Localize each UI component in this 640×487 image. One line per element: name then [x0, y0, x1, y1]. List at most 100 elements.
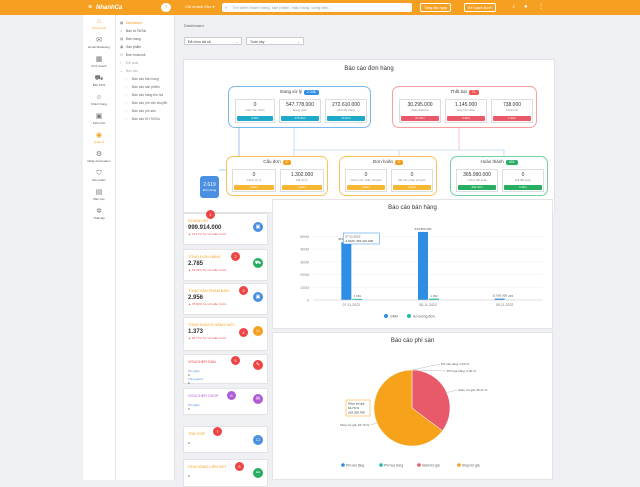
pie-label: Phí hoa hồng: 0,00 % — [447, 369, 476, 373]
sidebar-item-business[interactable]: ▦Kinh doanh — [83, 53, 115, 72]
fee-chart: Phí nền tảng: 0,00 % Phí hoa hồng: 0,00 %… — [273, 333, 554, 481]
sidebar-item-label: Sản phẩm — [92, 178, 106, 182]
submenu-label: Báo cáo hàng thu hồi — [132, 93, 163, 97]
more-icon[interactable]: ⋮ — [538, 4, 544, 11]
kpi-value: 999.914.000 — [188, 225, 221, 231]
sidebar-item-pos[interactable]: ⛟Bán POS — [83, 72, 115, 91]
kpi-number-badge: 8 — [235, 462, 244, 471]
upgrade-button[interactable]: Tăng tiếp ngay — [420, 3, 451, 12]
stat-count: 492 đơn — [458, 185, 496, 190]
breadcrumb: Dashboard — [184, 23, 204, 28]
stat-label: Chưa xác nhận chuyển — [346, 178, 386, 182]
submenu-tiktok[interactable]: ♫Bán từ TikTok — [116, 27, 174, 35]
submenu-group-reports[interactable]: ⌄Báo cáo — [116, 67, 174, 75]
sidebar-item-label: Email Marketing — [88, 45, 110, 49]
stat-label: Chờ xác nhận — [236, 108, 274, 112]
stat-count: 0 đơn — [234, 185, 274, 190]
sidebar-item-manage[interactable]: ◉Quản lý — [83, 129, 115, 148]
voucher-shop-card[interactable]: 6 VOUCHER SHOP Phí giảm 0 ✉ — [183, 388, 268, 415]
kpi-card-customers[interactable]: 4 TỔNG KHÁCH HÀNG MỚI 1.373 ▲ 68.77% So … — [183, 317, 268, 351]
sidebar-item-label: Thiết lập — [93, 216, 105, 220]
sidebar-item-automation[interactable]: ⚙Nhập Automation — [83, 148, 115, 167]
submenu-report-shipping[interactable]: ▫Báo cáo phí vận chuyển — [116, 99, 174, 107]
submenu-report-fees[interactable]: ▫Báo cáo phí sàn — [116, 107, 174, 115]
stat-count: 0 đơn — [347, 185, 385, 190]
voucher-platform-card[interactable]: 5 VOUCHER SÀN Phí giảm 0 Tổng giá trị 0 … — [183, 354, 268, 384]
submenu-products[interactable]: ▣Sản phẩm — [116, 43, 174, 51]
x-tick-label: 08-11-2022 — [419, 303, 437, 307]
submenu-group-reconcile[interactable]: ›Đối soát — [116, 59, 174, 67]
stat-label: Chờ lấy hàng — [326, 108, 366, 112]
kpi-number-badge: 7 — [213, 427, 222, 436]
sidebar-item-email[interactable]: ✉Email Marketing — [83, 34, 115, 53]
stat-count: 70 đơn — [327, 116, 365, 121]
kpi-change: ▲ 40.25% So với tuần trước — [188, 268, 226, 272]
sidebar-item-reports[interactable]: ▤Báo cáo — [83, 186, 115, 205]
sidebar-item-settings[interactable]: ✲Thiết lập — [83, 205, 115, 224]
shop-filter-select[interactable]: Đã chọn tất cả⌄ — [184, 37, 242, 45]
count-data-label: 215 — [508, 294, 513, 298]
submenu-returns[interactable]: ↺Đơn hoàn trả — [116, 51, 174, 59]
sidebar-item-customers[interactable]: ☺Khách hàng — [83, 91, 115, 110]
delayed-badge: 0 — [395, 160, 403, 165]
submenu-dashboard[interactable]: ▦Dashboard — [116, 19, 174, 27]
box-icon: ▣ — [83, 112, 115, 121]
orders-report-panel: Báo cáo đơn hàng 2.619 Đơn hàng Đang xử … — [183, 59, 555, 213]
sidebar-item-products[interactable]: ⛉Sản phẩm — [83, 167, 115, 186]
legend-label: Giảm trợ giá — [422, 463, 440, 467]
sidebar-item-overview[interactable]: ⌂Tổng quan — [83, 15, 115, 34]
submenu-orders[interactable]: ▤Đơn hàng — [116, 35, 174, 43]
users-icon: ☺ — [83, 93, 115, 102]
submenu-report-sales[interactable]: ▫Báo cáo bán hàng — [116, 75, 174, 83]
search-input[interactable]: ⌕Tìm kiếm thành hàng, sản phẩm, mặc hàng… — [222, 3, 412, 12]
stat-count: 0 đơn — [237, 116, 273, 121]
submenu-report-recall[interactable]: ▫Báo cáo hàng thu hồi — [116, 91, 174, 99]
kpi-card-products[interactable]: 3 TỔNG SẢN PHẨM BÁN 2.956 ▲ 78.80% So vớ… — [183, 283, 268, 315]
collapse-sidebar-button[interactable]: ‹ — [161, 3, 171, 12]
total-orders-box[interactable]: 2.619 Đơn hàng — [200, 176, 219, 198]
sidebar-item-label: Bán POS — [93, 83, 106, 87]
gear-icon: ✲ — [83, 207, 115, 216]
kpi-card-orders[interactable]: 2 TỔNG ĐƠN HÀNG 2.785 ▲ 40.25% So với tu… — [183, 249, 268, 281]
count-data-label: 1 181 — [354, 294, 362, 298]
installment-card[interactable]: 7 TRẢ GÓP 0 ▭ — [183, 426, 268, 453]
pie-label: Phí nền tảng: 0,00 % — [441, 362, 469, 366]
period-filter-select[interactable]: Tuần này⌄ — [246, 37, 304, 45]
kpi-card-revenue[interactable]: 1 DOANH SỐ 999.914.000 ▲ 32.17% So với t… — [183, 213, 268, 245]
voucher-total-label: Tổng giá trị — [188, 377, 203, 381]
kpi-title: VOUCHER SÀN — [188, 360, 216, 364]
gmv-data-label: 534 850 000 — [415, 227, 432, 231]
plan-button[interactable]: Kế hoạch Bướt — [464, 3, 496, 12]
user-icon[interactable]: ● — [524, 4, 528, 11]
processing-label: Đang xử lý — [280, 89, 302, 94]
shop-select[interactable]: Chi nhánh Kho ▾ — [185, 4, 215, 9]
legend-gmv: GMV — [390, 315, 399, 319]
brand-logo[interactable]: NhanhCa — [86, 3, 132, 13]
submenu-label: Dashboard — [126, 21, 142, 25]
stat-count: 2 đơn — [282, 185, 322, 190]
submenu-label: Báo cáo phí sàn — [132, 109, 156, 113]
gmv-bar — [341, 242, 351, 300]
submenu-report-products[interactable]: ▫Báo cáo sản phẩm — [116, 83, 174, 91]
sidebar-item-inventory[interactable]: ▣Kiểm kho — [83, 110, 115, 129]
bell-icon[interactable]: ♪ — [512, 4, 515, 11]
submenu-label: Sản phẩm — [126, 45, 141, 49]
stat-label: Đang giao — [280, 108, 320, 112]
submenu-report-tiktok[interactable]: ▫Báo cáo KH TikTok — [116, 115, 174, 123]
affiliate-commission-card[interactable]: 8 HOA HỒNG LIÊN KẾT 0 ⚯ — [183, 459, 268, 487]
